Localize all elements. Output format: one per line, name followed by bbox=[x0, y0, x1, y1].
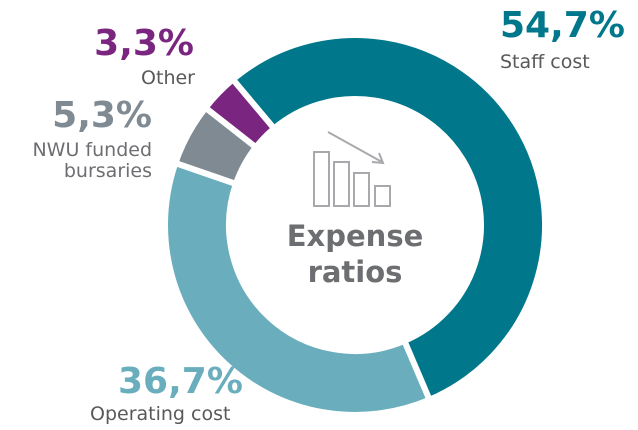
category-label: NWU funded bursaries bbox=[32, 139, 152, 182]
value-label: 54,7% bbox=[500, 5, 625, 46]
category-label: Operating cost bbox=[90, 403, 231, 425]
donut-segment bbox=[201, 75, 279, 152]
chart-icon bbox=[313, 131, 391, 207]
value-label: 5,3% bbox=[52, 95, 152, 136]
chart-title: Expense ratios bbox=[286, 219, 424, 290]
category-label: Staff cost bbox=[500, 51, 590, 73]
donut-segment bbox=[162, 159, 434, 418]
value-label: 3,3% bbox=[94, 23, 194, 64]
donut-segment bbox=[228, 32, 548, 404]
category-label: Other bbox=[141, 67, 195, 89]
value-label: 36,7% bbox=[118, 361, 243, 402]
